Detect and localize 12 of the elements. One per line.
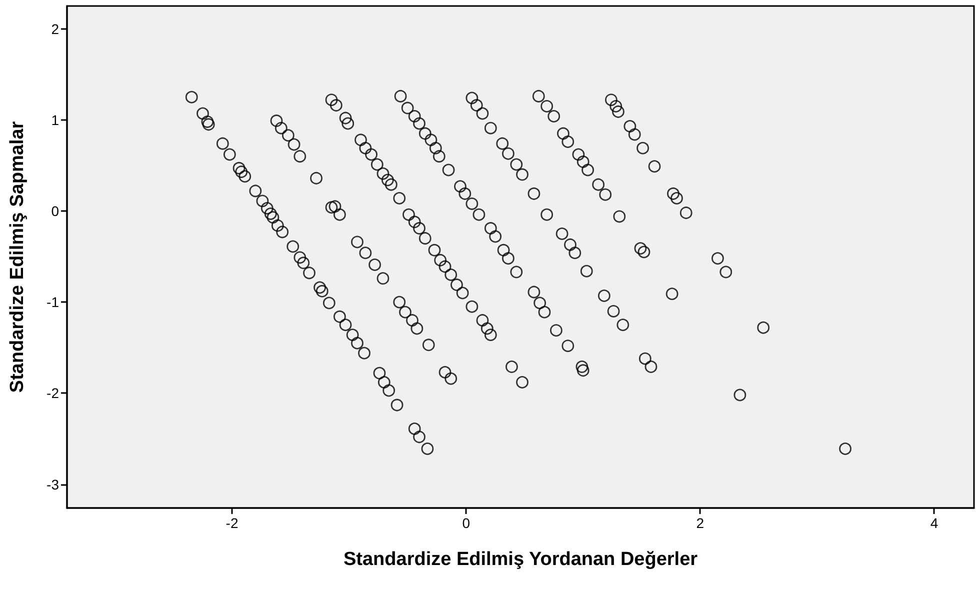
y-tick-label: -1 xyxy=(46,294,60,310)
x-tick-label: 4 xyxy=(930,515,938,531)
y-tick-label: 2 xyxy=(51,20,60,37)
x-tick-label: 2 xyxy=(696,515,704,531)
x-axis-title: Standardize Edilmiş Yordanan Değerler xyxy=(343,549,698,570)
x-tick-label: -2 xyxy=(226,515,238,531)
y-tick-label: -2 xyxy=(46,385,60,402)
y-axis-title: Standardize Edilmiş Sapmalar xyxy=(7,120,28,393)
x-tick-label: 0 xyxy=(462,515,470,531)
y-tick-label: 1 xyxy=(51,112,60,128)
y-tick-label: -3 xyxy=(46,476,60,492)
y-tick-label: 0 xyxy=(51,202,60,219)
